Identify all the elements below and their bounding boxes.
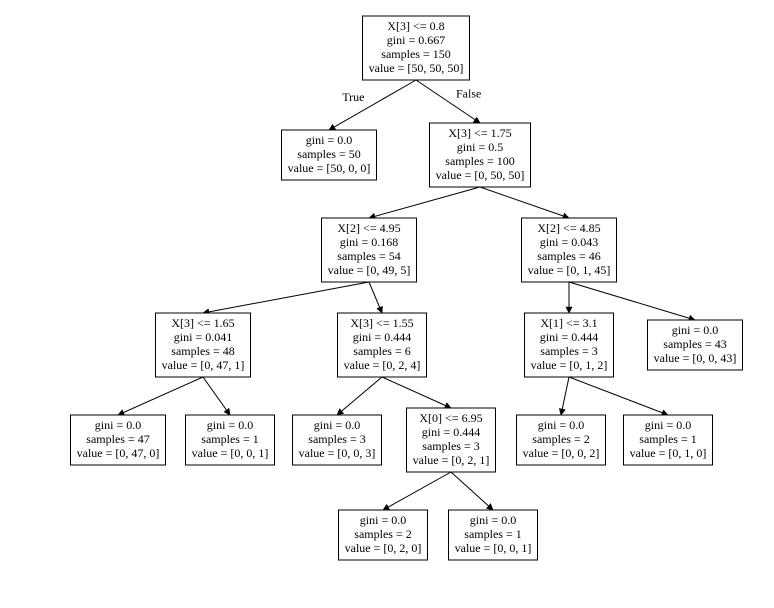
node-text-line: samples = 50 xyxy=(297,147,360,161)
tree-node: X[3] <= 1.65gini = 0.041samples = 48valu… xyxy=(156,313,251,377)
node-text-line: value = [50, 50, 50] xyxy=(369,61,464,75)
node-text-line: gini = 0.444 xyxy=(540,330,598,344)
node-text-line: samples = 46 xyxy=(537,249,600,263)
node-text-line: value = [0, 50, 50] xyxy=(436,168,525,182)
node-text-line: gini = 0.0 xyxy=(306,133,352,147)
edge-label: True xyxy=(342,90,364,104)
node-text-line: value = [0, 0, 2] xyxy=(523,446,600,460)
node-text-line: value = [0, 0, 1] xyxy=(192,446,269,460)
node-text-line: value = [0, 47, 0] xyxy=(77,446,160,460)
node-text-line: value = [0, 2, 4] xyxy=(344,358,421,372)
node-text-line: value = [0, 49, 5] xyxy=(328,263,411,277)
node-text-line: value = [0, 0, 3] xyxy=(299,446,376,460)
node-text-line: value = [0, 2, 1] xyxy=(413,453,490,467)
node-text-line: gini = 0.043 xyxy=(540,235,598,249)
tree-edge xyxy=(383,472,451,510)
node-text-line: value = [0, 47, 1] xyxy=(162,358,245,372)
node-text-line: value = [0, 1, 2] xyxy=(531,358,608,372)
tree-node: X[2] <= 4.95gini = 0.168samples = 54valu… xyxy=(322,218,417,282)
tree-node: gini = 0.0samples = 47value = [0, 47, 0] xyxy=(71,415,166,465)
node-text-line: X[3] <= 1.65 xyxy=(171,316,234,330)
node-text-line: X[3] <= 1.75 xyxy=(448,126,511,140)
node-text-line: samples = 3 xyxy=(422,439,479,453)
node-text-line: gini = 0.0 xyxy=(672,323,718,337)
tree-node: gini = 0.0samples = 1value = [0, 1, 0] xyxy=(624,415,713,465)
tree-node: X[3] <= 0.8gini = 0.667samples = 150valu… xyxy=(363,16,470,80)
node-text-line: samples = 54 xyxy=(337,249,400,263)
node-text-line: samples = 150 xyxy=(381,47,450,61)
tree-node: gini = 0.0samples = 3value = [0, 0, 3] xyxy=(293,415,382,465)
tree-edge xyxy=(369,282,382,313)
node-text-line: value = [0, 1, 0] xyxy=(630,446,707,460)
tree-node: X[1] <= 3.1gini = 0.444samples = 3value … xyxy=(525,313,614,377)
tree-edge xyxy=(451,472,493,510)
node-text-line: gini = 0.0 xyxy=(645,418,691,432)
node-text-line: gini = 0.444 xyxy=(353,330,411,344)
node-text-line: X[0] <= 6.95 xyxy=(419,411,482,425)
tree-edge xyxy=(203,282,369,313)
tree-edge xyxy=(203,377,230,415)
tree-edge xyxy=(569,377,668,415)
node-text-line: X[1] <= 3.1 xyxy=(540,316,597,330)
node-text-line: gini = 0.444 xyxy=(422,425,480,439)
node-text-line: samples = 3 xyxy=(308,432,365,446)
tree-node: X[3] <= 1.55gini = 0.444samples = 6value… xyxy=(338,313,427,377)
tree-edge xyxy=(382,377,451,408)
edge-label: False xyxy=(456,87,481,101)
node-text-line: samples = 48 xyxy=(171,344,234,358)
node-text-line: samples = 6 xyxy=(353,344,410,358)
tree-node: X[3] <= 1.75gini = 0.5samples = 100value… xyxy=(430,123,531,187)
node-text-line: samples = 1 xyxy=(639,432,696,446)
node-text-line: gini = 0.667 xyxy=(387,33,445,47)
node-text-line: samples = 47 xyxy=(86,432,149,446)
tree-edge xyxy=(337,377,382,415)
tree-edge xyxy=(118,377,203,415)
node-text-line: samples = 2 xyxy=(532,432,589,446)
node-text-line: samples = 43 xyxy=(663,337,726,351)
nodes-layer: X[3] <= 0.8gini = 0.667samples = 150valu… xyxy=(71,16,743,560)
tree-node: gini = 0.0samples = 2value = [0, 0, 2] xyxy=(517,415,606,465)
node-text-line: samples = 3 xyxy=(540,344,597,358)
node-text-line: X[3] <= 0.8 xyxy=(387,19,444,33)
node-text-line: gini = 0.0 xyxy=(314,418,360,432)
tree-edge xyxy=(480,187,569,218)
tree-node: gini = 0.0samples = 1value = [0, 0, 1] xyxy=(449,510,538,560)
node-text-line: value = [50, 0, 0] xyxy=(288,161,371,175)
tree-node: X[0] <= 6.95gini = 0.444samples = 3value… xyxy=(407,408,496,472)
node-text-line: gini = 0.0 xyxy=(360,513,406,527)
tree-node: gini = 0.0samples = 1value = [0, 0, 1] xyxy=(186,415,275,465)
node-text-line: X[2] <= 4.95 xyxy=(337,221,400,235)
tree-edge xyxy=(369,187,480,218)
node-text-line: gini = 0.0 xyxy=(470,513,516,527)
node-text-line: gini = 0.0 xyxy=(538,418,584,432)
node-text-line: samples = 1 xyxy=(464,527,521,541)
tree-edge xyxy=(561,377,569,415)
node-text-line: value = [0, 1, 45] xyxy=(528,263,611,277)
tree-node: gini = 0.0samples = 50value = [50, 0, 0] xyxy=(282,130,377,180)
node-text-line: gini = 0.0 xyxy=(95,418,141,432)
node-text-line: X[3] <= 1.55 xyxy=(350,316,413,330)
node-text-line: value = [0, 2, 0] xyxy=(345,541,422,555)
tree-node: X[2] <= 4.85gini = 0.043samples = 46valu… xyxy=(522,218,617,282)
node-text-line: samples = 2 xyxy=(354,527,411,541)
node-text-line: gini = 0.041 xyxy=(174,330,232,344)
node-text-line: gini = 0.0 xyxy=(207,418,253,432)
node-text-line: gini = 0.5 xyxy=(457,140,503,154)
tree-edge xyxy=(329,80,416,130)
decision-tree-diagram: TrueFalse X[3] <= 0.8gini = 0.667samples… xyxy=(0,0,774,608)
node-text-line: value = [0, 0, 1] xyxy=(455,541,532,555)
node-text-line: X[2] <= 4.85 xyxy=(537,221,600,235)
node-text-line: value = [0, 0, 43] xyxy=(654,351,737,365)
node-text-line: samples = 1 xyxy=(201,432,258,446)
node-text-line: gini = 0.168 xyxy=(340,235,398,249)
node-text-line: samples = 100 xyxy=(445,154,514,168)
tree-node: gini = 0.0samples = 43value = [0, 0, 43] xyxy=(648,320,743,370)
tree-node: gini = 0.0samples = 2value = [0, 2, 0] xyxy=(339,510,428,560)
